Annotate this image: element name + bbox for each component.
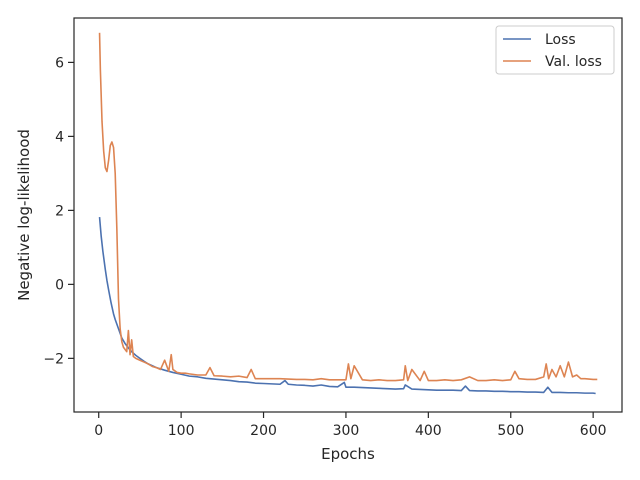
x-tick-label: 600 (580, 423, 607, 439)
x-tick-label: 200 (250, 423, 277, 439)
y-axis: −2 0 2 4 6 (43, 55, 74, 367)
y-tick-label: 6 (55, 55, 64, 71)
legend: Loss Val. loss (495, 25, 615, 75)
x-tick-label: 400 (415, 423, 442, 439)
plot-area (73, 17, 623, 413)
y-tick-label: −2 (43, 351, 64, 367)
y-tick-label: 4 (55, 129, 64, 145)
x-axis: 0 100 200 300 400 500 600 (94, 412, 607, 439)
x-tick-label: 300 (333, 423, 360, 439)
series-group (98, 32, 598, 395)
x-tick-label: 500 (497, 423, 524, 439)
y-axis-label: Negative log-likelihood (15, 129, 33, 301)
x-tick-label: 0 (94, 423, 103, 439)
series-line-val-loss (98, 32, 598, 382)
y-tick-label: 2 (55, 203, 64, 219)
x-tick-label: 100 (168, 423, 195, 439)
legend-label-val-loss: Val. loss (545, 54, 602, 70)
legend-box (495, 25, 615, 75)
axes-frame (73, 17, 623, 413)
y-tick-label: 0 (55, 277, 64, 293)
legend-label-loss: Loss (545, 32, 576, 48)
x-axis-label: Epochs (321, 445, 375, 463)
